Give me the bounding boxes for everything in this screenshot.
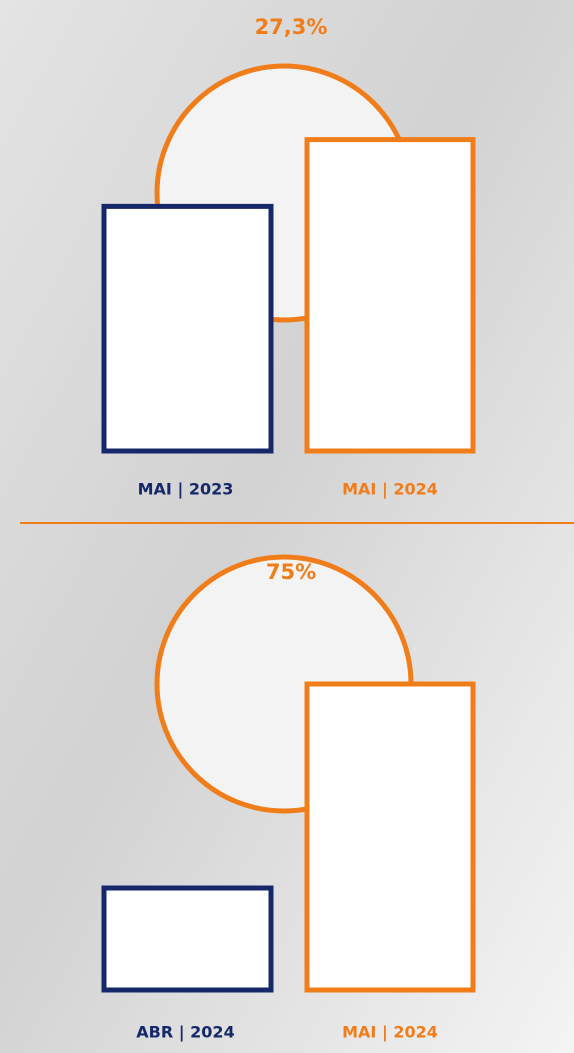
bar (307, 140, 473, 451)
category-label: ABR | 2024 (136, 1023, 234, 1043)
bar (104, 206, 271, 451)
percent-label: 27,3% (255, 15, 328, 39)
page: 27,3% MAI | 2023 MAI | 2024 75% ABR | 2024 MA… (0, 0, 574, 1053)
bar (104, 888, 271, 990)
percent-label: 75% (266, 560, 316, 584)
bar (307, 684, 473, 990)
category-label: MAI | 2023 (138, 480, 234, 500)
category-label: MAI | 2024 (342, 1023, 438, 1043)
infographic: 27,3% MAI | 2023 MAI | 2024 75% ABR | 2024 MA… (0, 0, 574, 1053)
category-label: MAI | 2024 (342, 480, 438, 500)
